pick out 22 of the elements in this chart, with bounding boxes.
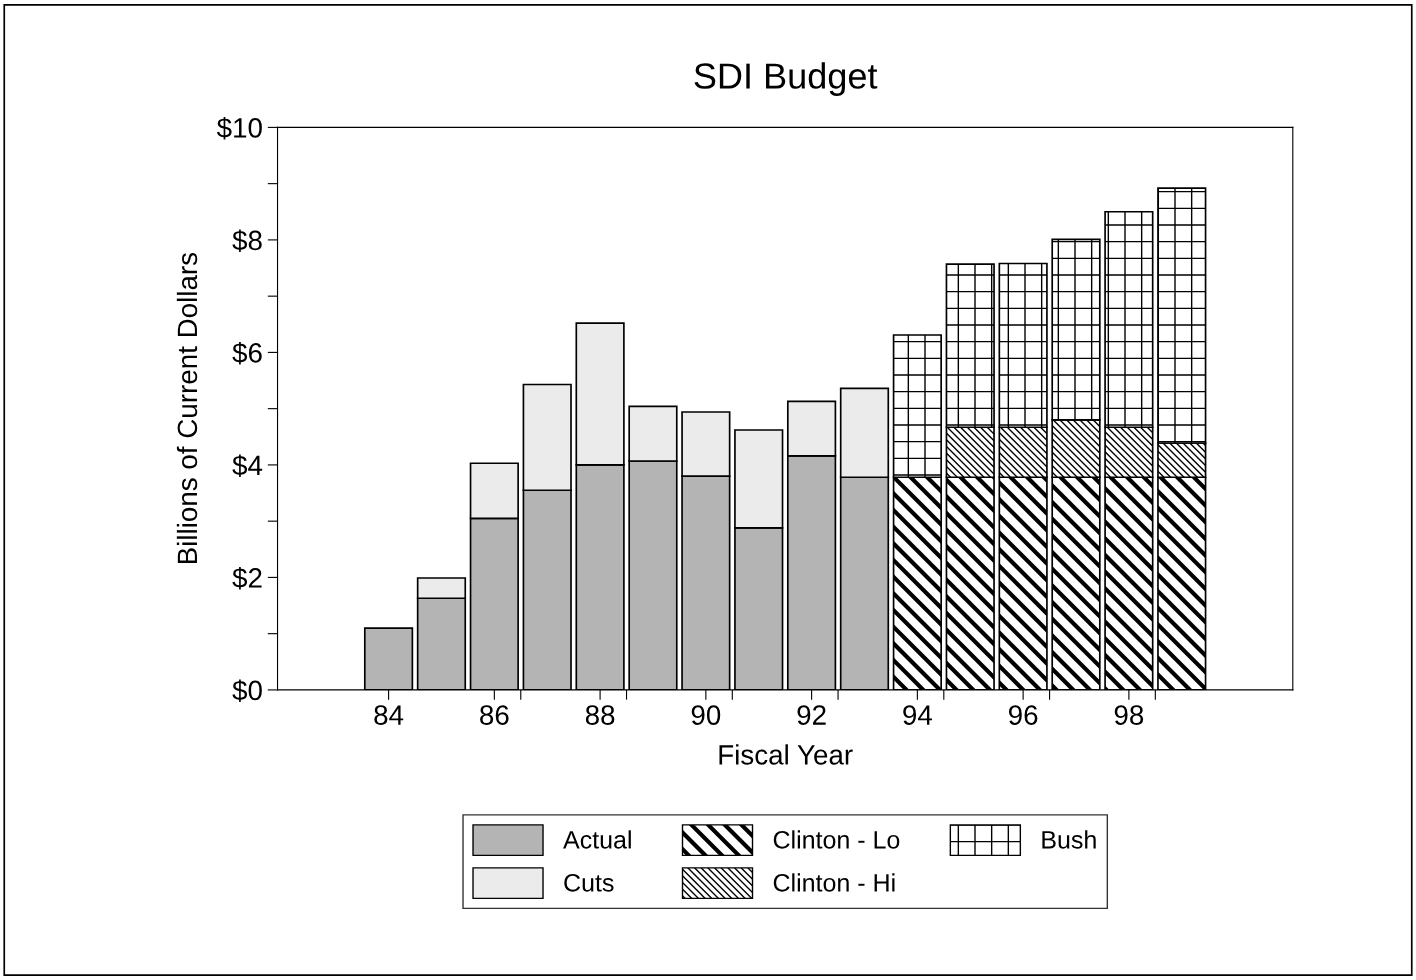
chart-title: SDI Budget [694, 62, 878, 96]
y-tick-label: $6 [232, 341, 262, 365]
x-tick-label: 90 [691, 705, 721, 725]
x-tick-label: 92 [797, 705, 826, 725]
y-tick-label: $4 [232, 454, 263, 477]
legend-label: Clinton - Hi [773, 873, 895, 892]
x-tick-label: 86 [480, 705, 509, 725]
x-tick-label: 88 [585, 705, 615, 725]
x-tick-label: 96 [1008, 705, 1038, 725]
legend-label: Actual [563, 830, 631, 849]
legend-label: Clinton - Lo [773, 830, 900, 849]
x-tick-label: 84 [374, 705, 404, 725]
legend-label: Cuts [564, 873, 614, 892]
x-axis-title: Fiscal Year [719, 744, 853, 765]
y-tick-label: $10 [216, 116, 262, 140]
y-tick-label: $2 [232, 566, 262, 590]
legend-label: Bush [1042, 830, 1096, 849]
x-tick-label: 98 [1114, 705, 1144, 725]
y-axis-title: Billions of Current Dollars [176, 252, 198, 564]
x-tick-label: 94 [903, 705, 933, 725]
y-tick-label: $8 [232, 229, 262, 252]
y-tick-label: $0 [232, 679, 262, 702]
